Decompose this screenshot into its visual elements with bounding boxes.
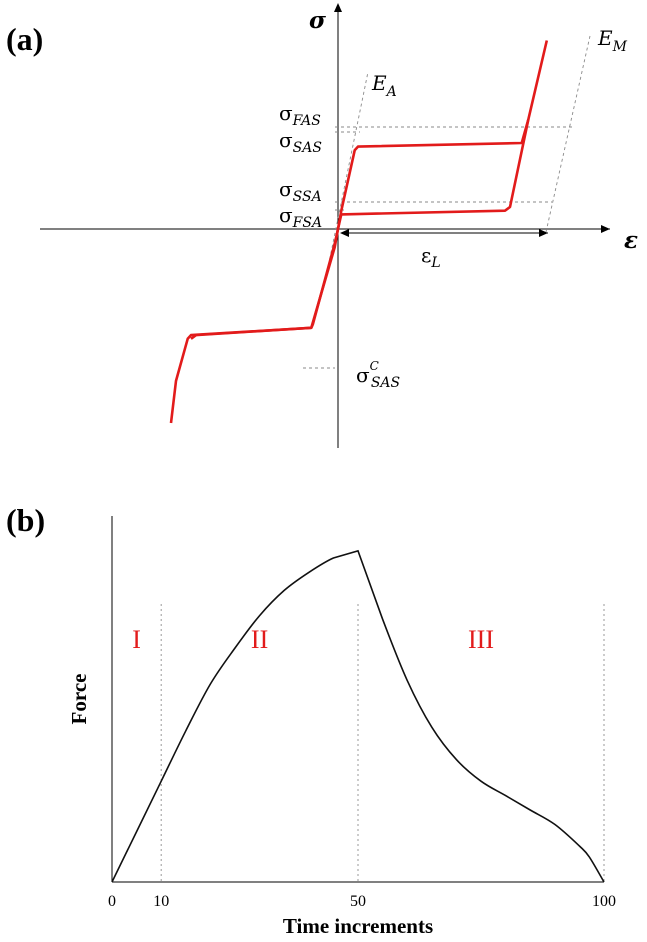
region-labels: I II III: [132, 625, 494, 654]
strain-axis-label: ε: [624, 227, 638, 254]
panel-a-curves: [169, 40, 549, 424]
time-tick-label: 100: [592, 893, 616, 910]
label-e-m: EM: [597, 26, 628, 55]
force-curve: [111, 549, 605, 883]
label-eps-l: εL: [421, 243, 441, 271]
guide-e-m: [545, 35, 591, 233]
panel-b: (b) I II III 0 10 50 100 Time increments Forc…: [6, 502, 616, 938]
region-boundaries: [160, 604, 605, 882]
label-sigma-fsa: σFSA: [279, 203, 322, 231]
stress-axis-label: σ: [309, 7, 326, 34]
panel-b-label: (b): [6, 502, 45, 538]
stress-axis-arrow: [334, 3, 342, 12]
eps-l-arrow-right: [539, 229, 548, 237]
time-ticks: 0 10 50 100: [108, 893, 616, 910]
label-e-a: EA: [371, 71, 397, 100]
label-sigma-ssa: σSSA: [279, 177, 322, 205]
region-label: I: [132, 625, 141, 654]
eps-l-arrow-left: [340, 229, 349, 237]
time-tick-label: 50: [350, 893, 366, 910]
label-sigma-sas: σSAS: [279, 128, 322, 156]
force-axis-title: Force: [67, 674, 91, 725]
label-sigma-fas: σFAS: [279, 101, 321, 129]
label-sigma-sas-c: σC SAS: [356, 359, 400, 391]
time-tick-label: 10: [153, 893, 169, 910]
panel-a-label: (a): [6, 21, 43, 57]
time-axis-title: Time increments: [283, 914, 433, 938]
time-tick-label: 0: [108, 893, 116, 910]
strain-axis-arrow: [601, 225, 610, 233]
region-label: III: [468, 625, 494, 654]
panel-a: (a) σ ε EA EM σFAS σSAS: [6, 3, 638, 448]
unloading-path: [190, 118, 530, 340]
guide-e-a: [325, 71, 369, 278]
panel-b-curve: [111, 549, 605, 883]
region-label: II: [251, 625, 268, 654]
